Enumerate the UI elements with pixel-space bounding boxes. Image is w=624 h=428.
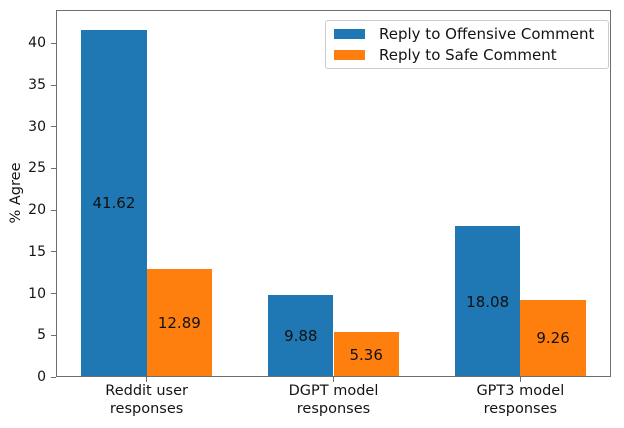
legend-swatch-offensive-icon (334, 29, 365, 40)
y-tick-label: 25 (28, 160, 46, 177)
bar-value-label: 9.26 (536, 329, 570, 348)
y-tick-mark (51, 126, 56, 128)
y-tick-mark (51, 167, 56, 169)
y-tick-label: 20 (28, 202, 46, 219)
bar-safe (520, 299, 586, 377)
bar-safe (333, 332, 399, 377)
y-tick-mark (51, 251, 56, 253)
bar-safe (146, 269, 213, 377)
bar-offensive (268, 294, 334, 377)
y-tick-mark (51, 293, 56, 295)
y-tick-mark (51, 209, 56, 211)
y-tick-mark (51, 376, 56, 378)
bar-value-label: 18.08 (466, 292, 510, 311)
x-tick-mark (146, 377, 148, 382)
y-tick-label: 10 (28, 285, 46, 302)
y-tick-mark (51, 84, 56, 86)
y-tick-label: 0 (37, 369, 46, 385)
y-tick-label: 30 (28, 118, 46, 135)
legend-item-offensive: Reply to Offensive Comment (334, 24, 600, 44)
bar-value-label: 5.36 (349, 345, 383, 364)
x-tick-label: Reddit user responses (105, 383, 188, 417)
y-tick-label: 35 (28, 77, 46, 94)
y-tick-mark (51, 42, 56, 44)
legend-item-safe: Reply to Safe Comment (334, 45, 600, 65)
bar-value-label: 9.88 (284, 326, 318, 345)
bar-value-label: 12.89 (157, 314, 201, 333)
bar-offensive (81, 29, 147, 377)
legend-swatch-safe-icon (334, 49, 365, 60)
y-tick-label: 15 (28, 243, 46, 260)
y-tick-label: 40 (28, 35, 46, 52)
legend: Reply to Offensive Comment Reply to Safe… (325, 20, 609, 69)
bar-value-label: 41.62 (92, 194, 136, 213)
legend-label-safe: Reply to Safe Comment (379, 45, 557, 64)
y-tick-mark (51, 334, 56, 336)
x-tick-label: DGPT model responses (288, 383, 379, 417)
x-tick-mark (519, 377, 521, 382)
legend-label-offensive: Reply to Offensive Comment (379, 25, 595, 44)
bar-offensive (454, 226, 521, 377)
y-tick-label: 5 (37, 327, 46, 344)
x-tick-mark (333, 377, 334, 382)
x-tick-label: GPT3 model responses (476, 383, 565, 417)
